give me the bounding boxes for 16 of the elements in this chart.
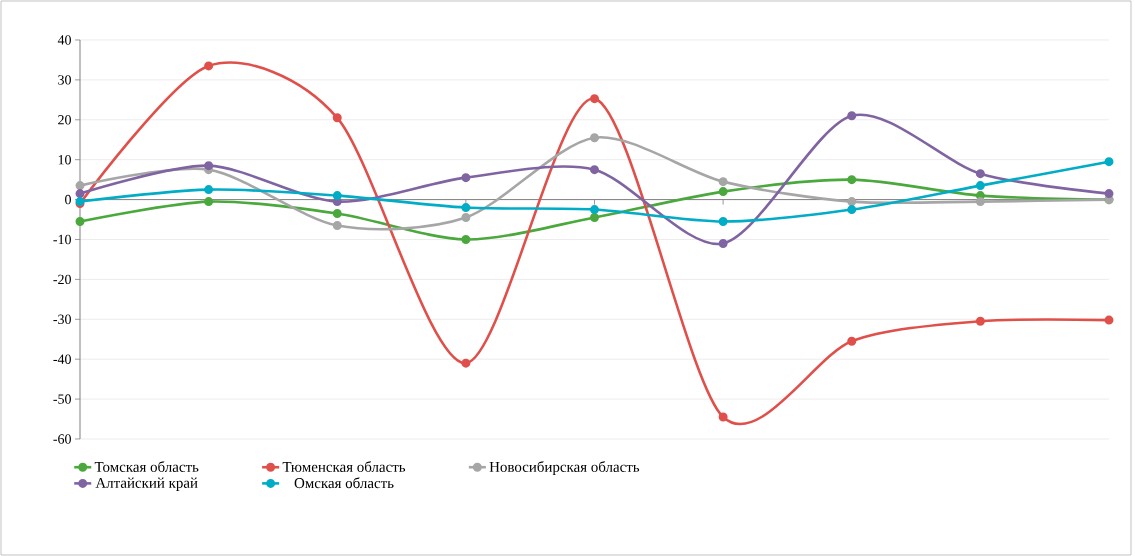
y-tick-label: 30 xyxy=(58,75,71,85)
legend-label: Томская область xyxy=(94,461,199,472)
legend-label: Алтайский край xyxy=(95,477,198,491)
y-tick-label: -50 xyxy=(53,394,71,404)
y-tick-label: -60 xyxy=(53,434,71,444)
y-tick-label: 40 xyxy=(57,35,71,45)
legend-label: Новосибирская область xyxy=(489,461,640,476)
y-tick-label: -20 xyxy=(53,274,71,285)
y-tick-label: -30 xyxy=(53,314,71,324)
y-tick-label: 20 xyxy=(58,115,71,125)
y-tick-label: -40 xyxy=(53,354,71,364)
legend-label: Омская область xyxy=(294,477,394,489)
y-tick-label: 10 xyxy=(58,154,71,165)
y-tick-label: -10 xyxy=(53,234,71,245)
y-tick-label: 0 xyxy=(65,194,71,205)
legend-label: Тюменская область xyxy=(282,461,406,472)
